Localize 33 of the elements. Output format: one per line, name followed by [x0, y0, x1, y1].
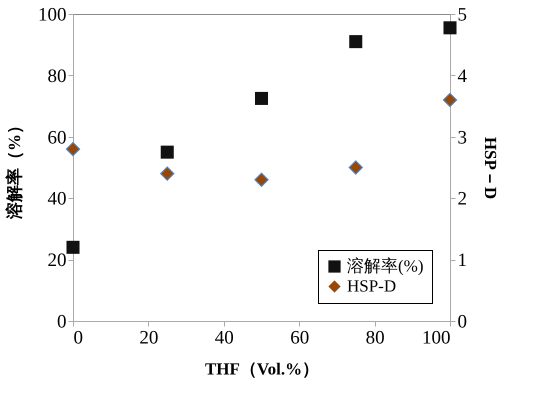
y-tick-label: 100: [38, 4, 66, 26]
x-axis-title: THF（Vol.%）: [204, 360, 320, 378]
point: [349, 35, 362, 48]
y2-tick-label: 0: [458, 312, 467, 332]
y2-axis-title: HSP－D: [481, 136, 500, 200]
point: [254, 92, 268, 105]
legend-label: HSP-D: [347, 276, 396, 296]
x-tick-label: 80: [366, 328, 385, 348]
point: [160, 166, 174, 181]
x-tick-label: 100: [422, 328, 450, 348]
y-tick-label: 20: [48, 250, 66, 272]
point: [66, 240, 80, 254]
point: [254, 172, 269, 187]
x-tick-label: 60: [290, 328, 310, 348]
x-tick-label: 20: [139, 328, 158, 348]
y2-tick-label: 1: [458, 250, 467, 272]
y-tick-label: 40: [48, 188, 66, 210]
y-tick-label: 0: [57, 312, 66, 332]
y2-tick-label: 5: [458, 4, 467, 26]
y2-tick-label: 3: [458, 127, 467, 148]
x-tick-label: 0: [74, 328, 83, 348]
y-axis-title: 溶解率（%）: [5, 117, 24, 220]
y2-tick-label: 4: [458, 66, 468, 87]
point: [160, 146, 174, 159]
point: [66, 142, 80, 156]
y-tick-label: 80: [48, 66, 66, 87]
legend-label: 溶解率(%): [347, 256, 424, 276]
y2-tick-label: 2: [458, 188, 467, 210]
y-tick-label: 60: [48, 127, 66, 148]
x-tick-label: 40: [214, 328, 234, 348]
point: [443, 21, 457, 34]
point: [348, 160, 363, 175]
point: [442, 92, 458, 108]
